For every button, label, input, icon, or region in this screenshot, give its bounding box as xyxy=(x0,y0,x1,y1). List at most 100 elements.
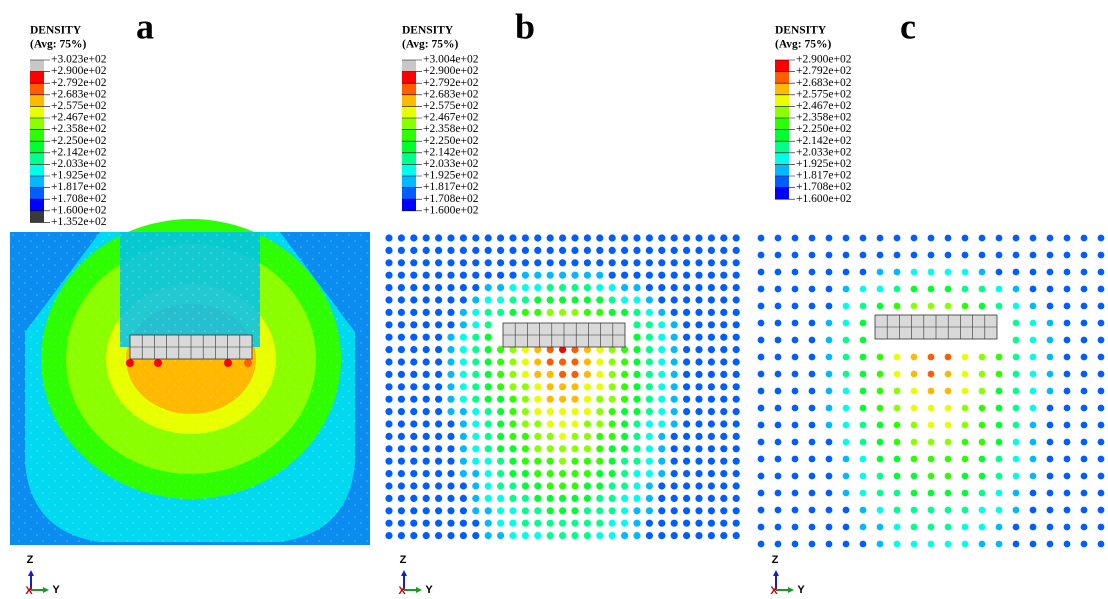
particle xyxy=(342,456,344,458)
particle xyxy=(192,330,194,332)
particle xyxy=(422,271,430,279)
particle xyxy=(336,246,338,248)
particle xyxy=(276,378,278,380)
particle xyxy=(318,336,320,338)
particle xyxy=(385,507,393,515)
particle xyxy=(1046,506,1054,514)
particle xyxy=(282,432,284,434)
particle xyxy=(96,234,98,236)
particle xyxy=(385,432,393,440)
particle xyxy=(66,456,68,458)
particle xyxy=(348,342,350,344)
particle xyxy=(264,522,266,524)
particle xyxy=(658,370,666,378)
particle xyxy=(893,540,901,548)
legend-value: +2.250e+02 xyxy=(796,123,852,135)
particle xyxy=(596,296,604,304)
particle xyxy=(808,404,816,412)
particle xyxy=(186,432,188,434)
particle xyxy=(791,302,799,310)
particle xyxy=(294,300,296,302)
particle xyxy=(645,532,654,540)
particle xyxy=(66,504,68,506)
particle xyxy=(288,486,290,488)
particle xyxy=(354,408,356,410)
particle xyxy=(961,268,969,276)
particle xyxy=(150,456,152,458)
particle xyxy=(995,404,1003,412)
particle xyxy=(707,420,716,428)
particle xyxy=(60,390,62,392)
particle xyxy=(774,370,782,378)
particle xyxy=(324,426,326,428)
particle xyxy=(825,506,833,514)
particle xyxy=(216,282,218,284)
particle xyxy=(120,522,122,524)
particle xyxy=(270,480,272,482)
particle xyxy=(204,246,206,248)
particle xyxy=(228,534,230,536)
particle xyxy=(348,234,350,236)
particle xyxy=(348,378,350,380)
particle xyxy=(1029,455,1037,463)
particle xyxy=(192,306,194,308)
particle xyxy=(447,271,455,279)
legend-swatch xyxy=(775,71,789,84)
particle xyxy=(695,420,703,428)
particle xyxy=(156,378,158,380)
particle xyxy=(312,270,314,272)
particle xyxy=(54,432,56,434)
particle xyxy=(978,540,986,548)
particle xyxy=(114,396,116,398)
particle xyxy=(366,492,368,494)
particle xyxy=(435,370,443,378)
particle xyxy=(732,432,740,440)
particle xyxy=(174,252,176,254)
particle xyxy=(42,480,44,482)
particle xyxy=(240,522,242,524)
particle xyxy=(96,258,98,260)
particle xyxy=(138,444,140,446)
particle xyxy=(670,234,678,242)
particle xyxy=(927,370,935,378)
particle xyxy=(270,408,272,410)
particle xyxy=(720,308,728,316)
particle xyxy=(288,534,290,536)
particle xyxy=(791,336,799,344)
particle xyxy=(808,353,816,361)
particle xyxy=(66,264,68,266)
particle xyxy=(893,370,901,378)
particle xyxy=(497,246,505,254)
particle xyxy=(683,408,691,416)
particle xyxy=(1029,268,1037,276)
particle xyxy=(732,259,740,267)
particle xyxy=(497,457,505,465)
particle xyxy=(78,348,80,350)
particle xyxy=(66,516,68,518)
particle xyxy=(683,470,691,478)
particle xyxy=(596,346,604,354)
particle xyxy=(1029,336,1037,344)
particle xyxy=(186,312,188,314)
particle xyxy=(366,516,368,518)
particle xyxy=(78,276,80,278)
particle xyxy=(546,470,554,478)
particle xyxy=(534,271,542,279)
particle xyxy=(808,438,816,446)
particle xyxy=(282,240,284,242)
particle xyxy=(859,472,867,480)
particle xyxy=(757,540,765,548)
particle xyxy=(484,420,492,428)
particle xyxy=(509,494,517,502)
particle xyxy=(42,432,44,434)
particle xyxy=(108,246,110,248)
particle xyxy=(995,421,1003,429)
particle xyxy=(276,450,278,452)
particle xyxy=(48,234,50,236)
particle xyxy=(180,378,182,380)
particle xyxy=(36,270,38,272)
legend-swatch xyxy=(30,199,44,211)
particle xyxy=(246,264,248,266)
particle xyxy=(48,378,50,380)
particle xyxy=(216,390,218,392)
